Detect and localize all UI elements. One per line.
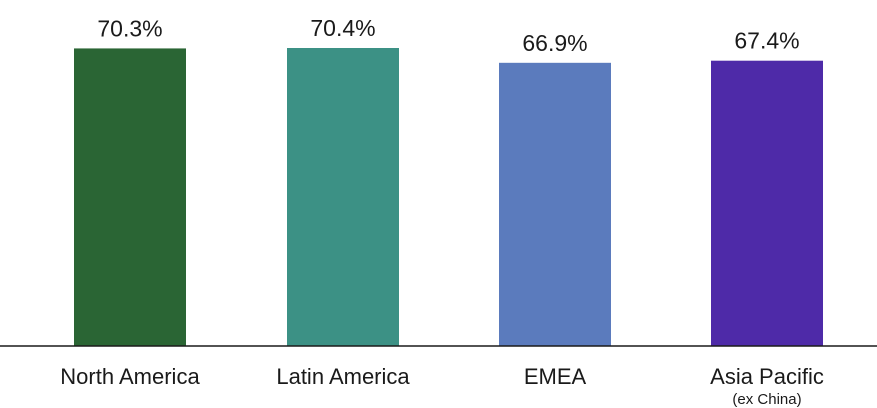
labels-group: 70.3% North America 70.4% Latin America 66.9… [60, 15, 824, 408]
x-tick-label: Latin America [276, 364, 410, 389]
bar-north-america [74, 48, 186, 347]
x-tick-label: North America [60, 364, 200, 389]
bar-emea [499, 62, 611, 347]
x-tick-label: Asia Pacific [710, 364, 824, 389]
x-tick-sublabel: (ex China) [732, 391, 801, 408]
bars-group [74, 48, 823, 347]
data-label: 67.4% [734, 28, 799, 54]
data-label: 70.3% [97, 15, 162, 41]
bar-asia-pacific [711, 60, 823, 347]
data-label: 70.4% [310, 15, 375, 41]
bar-latin-america [287, 48, 399, 346]
data-label: 66.9% [522, 30, 587, 56]
x-tick-label: EMEA [524, 364, 587, 389]
